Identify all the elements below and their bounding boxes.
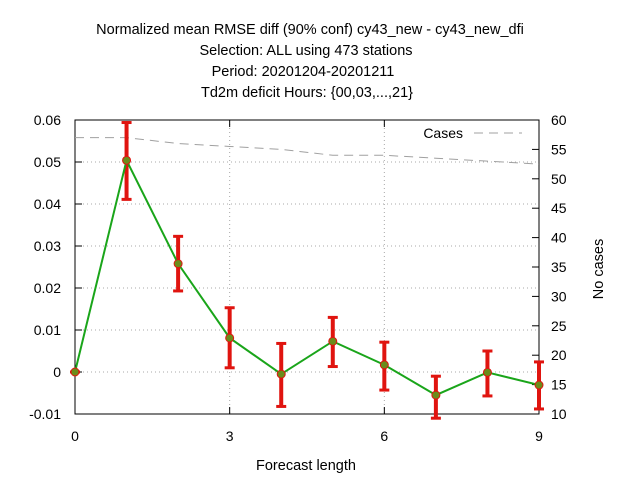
main-series (70, 121, 544, 420)
title-line-2: Selection: ALL using 473 stations (199, 43, 412, 59)
y2-axis-label: No cases (591, 239, 607, 299)
data-point (328, 336, 338, 346)
y2-tick-label: 10 (551, 406, 567, 422)
data-point (482, 367, 492, 377)
y-tick-label: 0.02 (34, 280, 61, 296)
title-line-1: Normalized mean RMSE diff (90% conf) cy4… (96, 22, 524, 38)
y-tick-label: 0.06 (34, 112, 61, 128)
cases-line (75, 137, 540, 165)
y2-tick-label: 45 (551, 200, 567, 216)
ticks: -0.0100.010.020.030.040.050.061015202530… (29, 112, 567, 444)
y2-tick-label: 20 (551, 347, 567, 363)
plot-frame (74, 119, 540, 415)
data-point (276, 369, 286, 379)
data-point (534, 380, 544, 390)
x-axis-label: Forecast length (256, 458, 356, 474)
y2-tick-label: 25 (551, 318, 567, 334)
y2-tick-label: 15 (551, 377, 567, 393)
y2-tick-label: 30 (551, 288, 567, 304)
y-tick-label: -0.01 (29, 406, 61, 422)
x-tick-label: 0 (71, 428, 79, 444)
series-line (74, 157, 540, 397)
data-point (122, 155, 132, 165)
data-point (70, 367, 80, 377)
y-tick-label: 0.04 (34, 196, 61, 212)
legend: Cases (423, 125, 522, 141)
data-point (431, 390, 441, 400)
y-tick-label: 0 (53, 364, 61, 380)
title-line-4: Td2m deficit Hours: {00,03,...,21} (201, 85, 413, 101)
data-point (173, 259, 183, 269)
y-tick-label: 0.05 (34, 154, 61, 170)
grid (75, 120, 539, 414)
x-tick-label: 3 (226, 428, 234, 444)
data-point (379, 360, 389, 370)
cases-series (75, 137, 540, 165)
y2-tick-label: 50 (551, 171, 567, 187)
legend-label-cases: Cases (423, 125, 463, 141)
chart-title: Normalized mean RMSE diff (90% conf) cy4… (96, 22, 524, 101)
x-tick-label: 6 (380, 428, 388, 444)
y-tick-label: 0.01 (34, 322, 61, 338)
title-line-3: Period: 20201204-20201211 (212, 64, 395, 80)
axes (74, 119, 540, 415)
y2-tick-label: 60 (551, 112, 567, 128)
y2-tick-label: 55 (551, 141, 567, 157)
y2-tick-label: 40 (551, 230, 567, 246)
x-tick-label: 9 (535, 428, 543, 444)
data-point (225, 333, 235, 343)
y-tick-label: 0.03 (34, 238, 61, 254)
y2-tick-label: 35 (551, 259, 567, 275)
